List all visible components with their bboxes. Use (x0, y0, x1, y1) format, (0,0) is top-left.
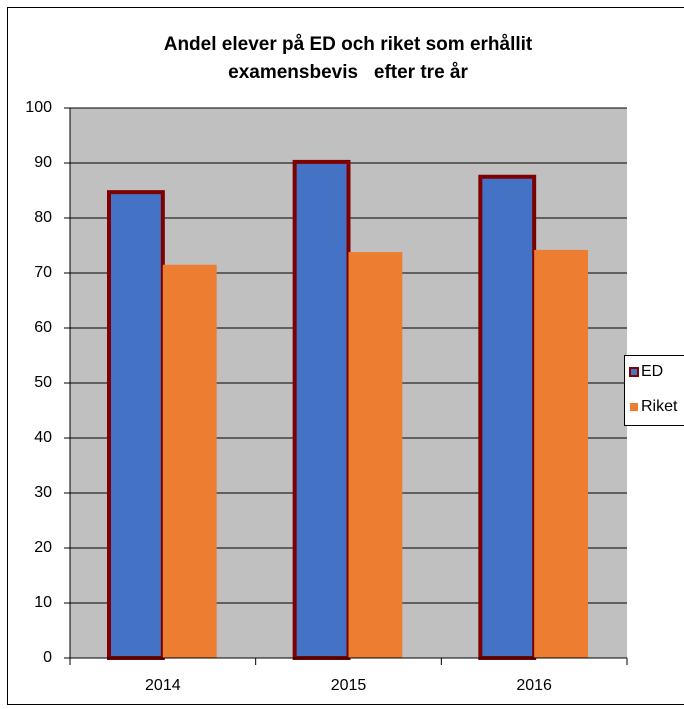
bar (106, 190, 165, 660)
bar (292, 159, 351, 660)
bar (162, 264, 217, 658)
y-tick-label: 30 (34, 484, 52, 501)
bar (348, 252, 403, 658)
chart-title: Andel elever på ED och riket som erhålli… (164, 34, 533, 55)
y-tick-label: 90 (34, 154, 52, 171)
chart-title: examensbevis efter tre år (228, 62, 468, 83)
x-tick-label: 2015 (331, 677, 367, 694)
y-tick-label: 60 (34, 319, 52, 336)
y-tick-label: 80 (34, 209, 52, 226)
y-tick-label: 50 (34, 374, 52, 391)
legend-label: ED (641, 363, 663, 380)
x-tick-label: 2016 (516, 677, 552, 694)
x-tick-label: 2014 (145, 677, 181, 694)
legend-swatch (629, 367, 639, 377)
legend-label: Riket (641, 398, 678, 415)
legend-swatch (630, 403, 638, 411)
y-tick-label: 20 (34, 539, 52, 556)
y-tick-label: 40 (34, 429, 52, 446)
y-tick-label: 100 (25, 99, 52, 116)
bar (534, 249, 589, 658)
y-tick-label: 70 (34, 264, 52, 281)
y-tick-label: 10 (34, 594, 52, 611)
legend-box (624, 355, 684, 426)
bar (478, 174, 537, 660)
y-tick-label: 0 (43, 649, 52, 666)
